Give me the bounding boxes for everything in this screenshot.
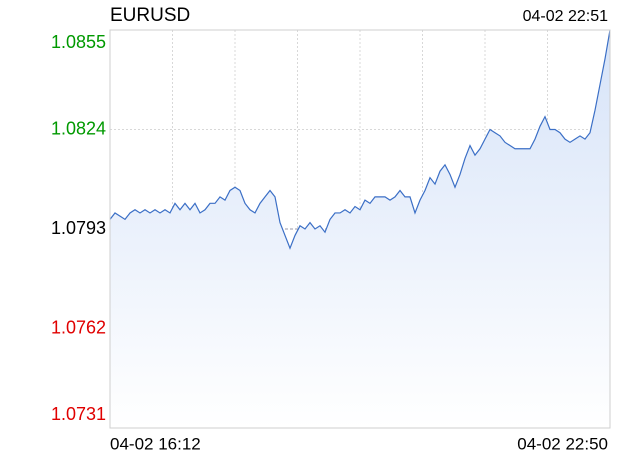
y-tick-label: 1.0762 (51, 317, 106, 337)
x-tick-label: 04-02 22:50 (517, 434, 608, 453)
y-tick-label: 1.0793 (51, 218, 106, 238)
x-tick-label: 04-02 16:12 (110, 434, 201, 453)
price-line (109, 29, 611, 250)
y-tick-label: 1.0731 (51, 404, 106, 424)
timestamp: 04-02 22:51 (523, 8, 609, 25)
y-tick-label: 1.0824 (51, 118, 106, 138)
area-fill (110, 30, 610, 428)
plot-frame (109, 29, 611, 429)
y-tick-label: 1.0855 (51, 32, 106, 52)
chart-title: EURUSD (110, 5, 190, 26)
